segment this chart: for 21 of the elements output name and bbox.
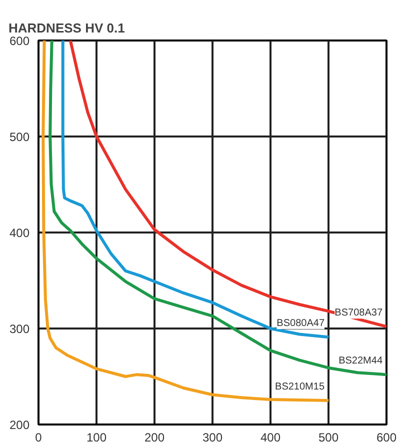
y-tick-label: 400 (9, 226, 30, 240)
series-label: BS210M15 (275, 382, 325, 392)
x-tick-label: 0 (35, 430, 42, 444)
y-tick-label: 300 (9, 322, 30, 336)
x-tick-label: 200 (144, 430, 165, 444)
x-tick-label: 600 (376, 430, 397, 444)
series-label: BS22M44 (338, 356, 383, 367)
line-series (48, 40, 386, 376)
chart-title: HARDNESS HV 0.1 (8, 20, 125, 36)
x-tick-label: 100 (86, 430, 107, 444)
y-tick-label: 200 (9, 418, 30, 432)
y-tick-label: 500 (9, 130, 30, 144)
series-label: BS708A37 (334, 308, 383, 319)
line-series (68, 40, 386, 328)
x-tick-label: 500 (318, 430, 339, 444)
line-series (61, 40, 330, 339)
series-label: BS080A47 (276, 318, 325, 330)
y-tick-label: 600 (9, 34, 30, 48)
x-tick-label: 300 (202, 430, 223, 444)
line-series (42, 40, 330, 402)
x-tick-label: 400 (260, 430, 281, 444)
